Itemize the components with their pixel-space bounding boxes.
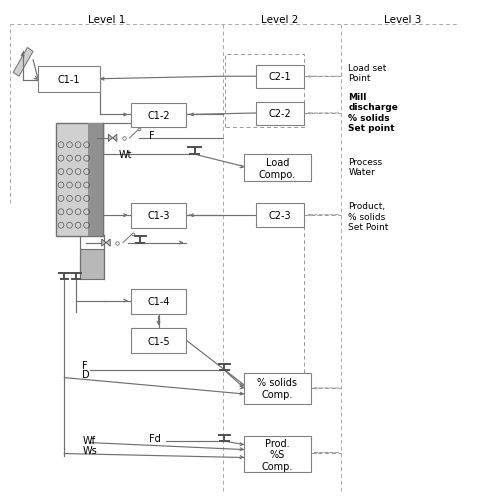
Text: Mill
discharge
% solids
Set point: Mill discharge % solids Set point — [348, 93, 398, 133]
Text: C1-4: C1-4 — [147, 297, 170, 307]
Text: Ws: Ws — [82, 445, 97, 455]
Polygon shape — [113, 135, 117, 142]
Bar — [131, 290, 186, 314]
Text: Product,
% solids
Set Point: Product, % solids Set Point — [348, 202, 389, 231]
Text: Load
Compo.: Load Compo. — [259, 158, 296, 179]
Polygon shape — [102, 239, 106, 246]
Text: Level 1: Level 1 — [88, 15, 125, 25]
Text: Wt: Wt — [118, 150, 132, 160]
Bar — [244, 436, 310, 472]
Text: D: D — [82, 369, 90, 379]
Bar — [131, 103, 186, 128]
Text: Load set
Point: Load set Point — [348, 64, 387, 83]
Text: F: F — [148, 131, 154, 141]
Text: C1-2: C1-2 — [147, 111, 170, 120]
Bar — [131, 204, 186, 228]
Text: F: F — [82, 360, 88, 370]
Bar — [244, 373, 310, 404]
Bar — [131, 329, 186, 353]
Text: C2-2: C2-2 — [269, 109, 292, 119]
Text: C2-3: C2-3 — [269, 210, 292, 220]
Polygon shape — [13, 49, 33, 77]
Bar — [38, 67, 100, 93]
Text: Wf: Wf — [82, 435, 95, 445]
Polygon shape — [106, 239, 110, 246]
Text: C2-1: C2-1 — [269, 72, 292, 82]
Bar — [256, 204, 304, 227]
Text: Prod.
%S
Comp.: Prod. %S Comp. — [262, 438, 293, 471]
Bar — [244, 155, 310, 182]
Text: C1-1: C1-1 — [58, 75, 80, 85]
Bar — [256, 102, 304, 126]
Bar — [88, 124, 103, 236]
Text: C1-3: C1-3 — [147, 211, 170, 221]
Text: Fd: Fd — [148, 433, 160, 443]
Text: C1-5: C1-5 — [147, 336, 170, 346]
Text: Level 2: Level 2 — [261, 15, 298, 25]
Bar — [256, 66, 304, 89]
Bar — [80, 249, 103, 279]
Polygon shape — [108, 135, 113, 142]
Text: % solids
Comp.: % solids Comp. — [257, 378, 297, 399]
Bar — [56, 124, 103, 236]
Text: Process
Water: Process Water — [348, 158, 383, 177]
Text: Level 3: Level 3 — [384, 15, 422, 25]
